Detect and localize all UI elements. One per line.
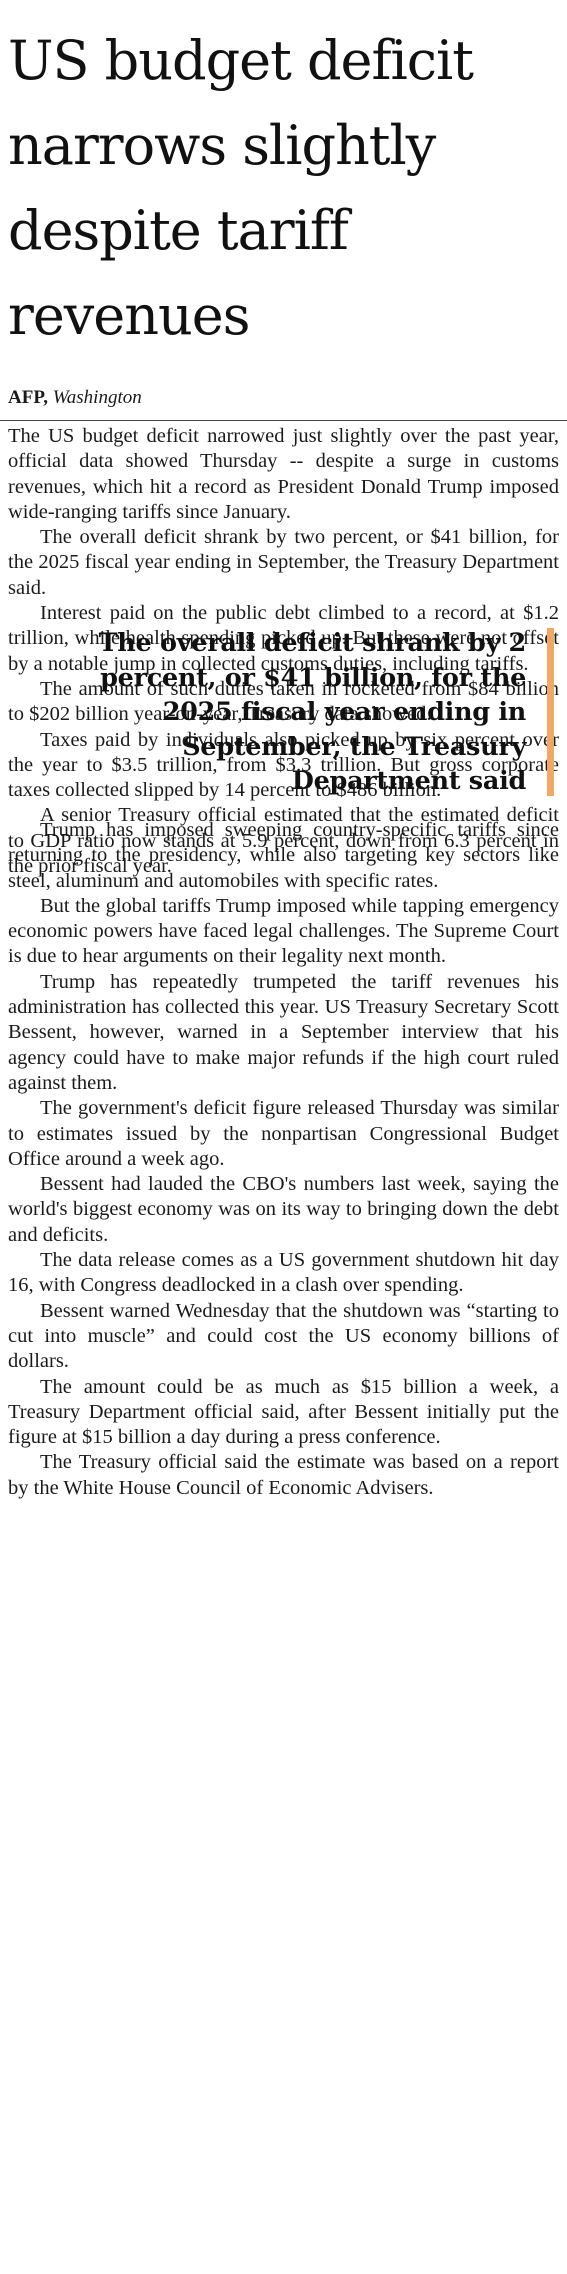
body-paragraph: The US budget deficit narrowed just slig… (8, 425, 559, 523)
byline-location: Washington (52, 387, 142, 408)
headline: US budget deficit narrows slightly despi… (8, 29, 474, 347)
body-paragraph: The amount of such duties taken in rocke… (8, 677, 559, 726)
body-paragraph: Interest paid on the public debt climbed… (8, 602, 559, 675)
body-paragraph: Trump has repeatedly trumpeted the tarif… (8, 970, 559, 1094)
body-paragraph: Bessent warned Wednesday that the shutdo… (8, 1299, 559, 1373)
body-paragraph: The amount could be as much as $15 billi… (8, 1375, 559, 1449)
body-paragraph: The data release comes as a US governmen… (8, 1249, 559, 1297)
body-paragraph: The overall deficit shrank by two percen… (8, 526, 559, 599)
body-text-bottom: Trump has imposed sweeping country-speci… (8, 818, 559, 1501)
body-text-top: The US budget deficit narrowed just slig… (8, 424, 559, 879)
byline: AFP, Washington (8, 386, 142, 410)
body-paragraph: Trump has imposed sweeping country-speci… (8, 819, 559, 892)
byline-divider (0, 420, 567, 421)
body-paragraph: The government's deficit figure released… (8, 1097, 559, 1170)
body-paragraph: A senior Treasury official estimated tha… (8, 804, 559, 878)
body-paragraph: But the global tariffs Trump imposed whi… (8, 894, 559, 968)
body-paragraph: Bessent had lauded the CBO's numbers las… (8, 1173, 559, 1246)
pull-quote: The overall deficit shrank by 2 percent,… (98, 628, 527, 796)
pull-quote-accent-bar (547, 628, 554, 796)
byline-agency: AFP, (8, 387, 48, 408)
body-paragraph: The Treasury official said the estimate … (8, 1451, 559, 1499)
body-paragraph: Taxes paid by individuals also picked up… (8, 728, 559, 802)
